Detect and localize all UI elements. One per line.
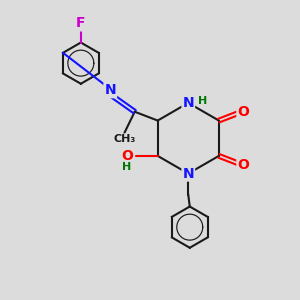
Text: N: N — [104, 83, 116, 97]
Text: N: N — [182, 96, 194, 110]
Text: H: H — [122, 162, 132, 172]
Text: O: O — [237, 105, 249, 119]
Text: CH₃: CH₃ — [113, 134, 136, 144]
Text: N: N — [182, 167, 194, 181]
Text: O: O — [121, 149, 133, 163]
Text: H: H — [198, 96, 207, 106]
Text: F: F — [76, 16, 86, 30]
Text: O: O — [237, 158, 249, 172]
